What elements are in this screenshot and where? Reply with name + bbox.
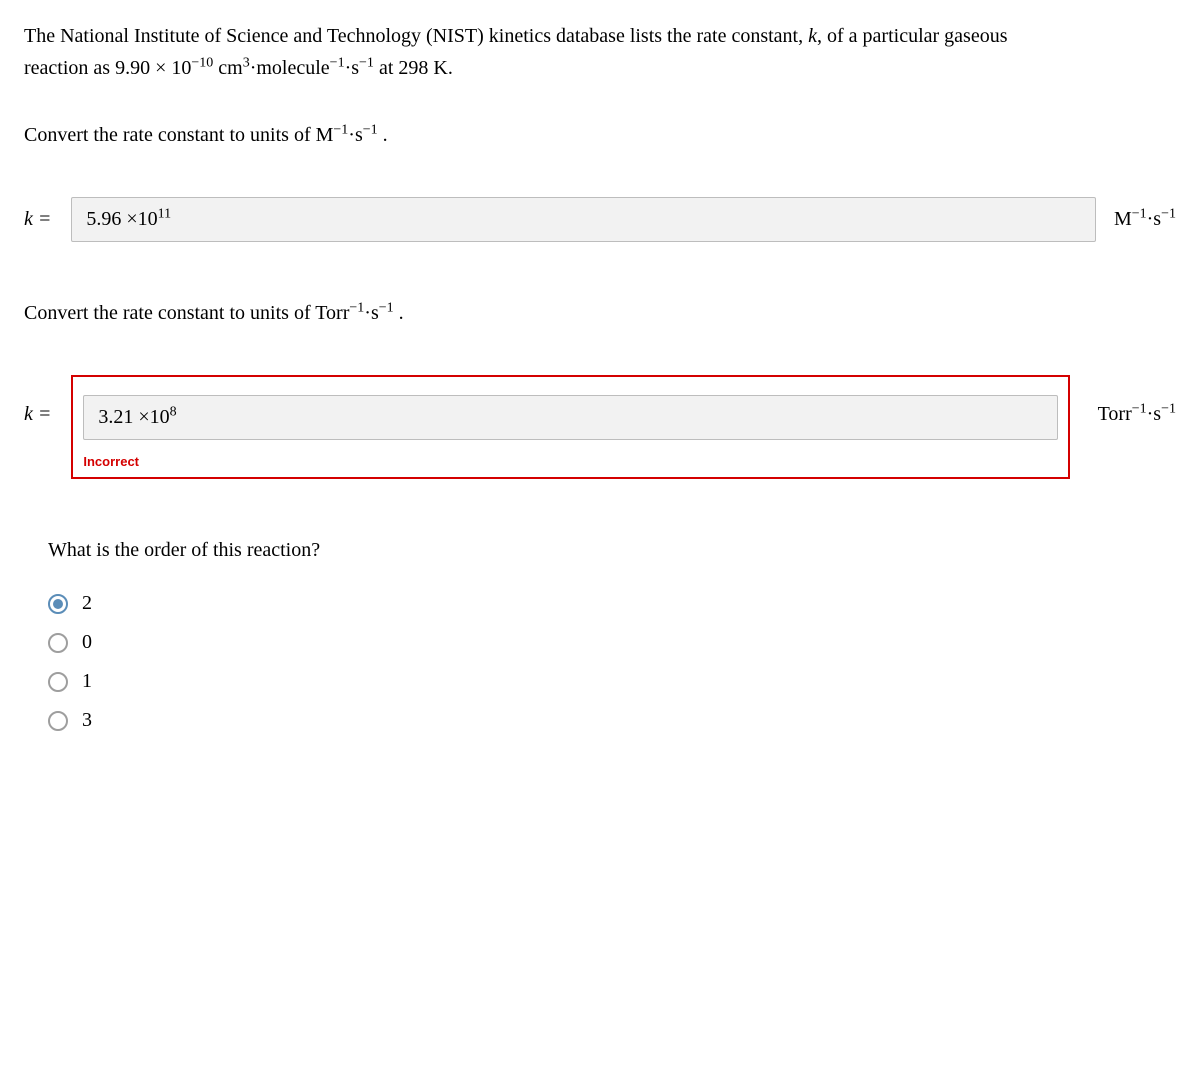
exp: −1 <box>1132 401 1147 416</box>
part1-answer-input[interactable]: 5.96 ×1011 <box>71 197 1096 242</box>
part1-prompt: Convert the rate constant to units of M−… <box>24 124 1176 147</box>
mc-option-3[interactable]: 3 <box>48 709 1176 732</box>
problem-statement: The National Institute of Science and Te… <box>24 20 1176 84</box>
text: at 298 K. <box>374 57 453 79</box>
option-label: 3 <box>82 709 92 732</box>
part1-unit: M−1·s−1 <box>1114 208 1176 231</box>
text: reaction as <box>24 57 115 79</box>
text: The National Institute of Science and Te… <box>24 25 808 47</box>
exp: −1 <box>363 122 378 137</box>
radio-icon[interactable] <box>48 672 68 692</box>
text: . <box>378 124 388 146</box>
exp: −1 <box>349 300 364 315</box>
exp: −10 <box>191 55 213 70</box>
text: ·s <box>364 302 378 324</box>
text: Convert the rate constant to units of M <box>24 124 333 146</box>
mc-option-1[interactable]: 1 <box>48 670 1176 693</box>
part2-unit: Torr−1·s−1 <box>1098 403 1176 426</box>
radio-icon[interactable] <box>48 594 68 614</box>
exp: −1 <box>1132 206 1147 221</box>
exp: −1 <box>333 122 348 137</box>
mc-option-0[interactable]: 0 <box>48 631 1176 654</box>
k-equals-label: k = <box>24 208 51 231</box>
unit: ·s <box>345 57 359 79</box>
mc-options: 2 0 1 3 <box>48 592 1176 732</box>
exp: −1 <box>359 55 374 70</box>
value: 9.90 × 10 <box>115 57 191 79</box>
incorrect-container: 3.21 ×108 Incorrect <box>71 375 1069 479</box>
exp: −1 <box>330 55 345 70</box>
option-label: 2 <box>82 592 92 615</box>
mc-option-2[interactable]: 2 <box>48 592 1176 615</box>
text: . <box>394 302 404 324</box>
option-label: 0 <box>82 631 92 654</box>
radio-icon[interactable] <box>48 711 68 731</box>
text: , of a particular gaseous <box>817 25 1007 47</box>
unit: ·molecule <box>250 57 330 79</box>
option-label: 1 <box>82 670 92 693</box>
exp: −1 <box>1161 206 1176 221</box>
answer-value: 3.21 ×10 <box>98 406 169 428</box>
part2-prompt: Convert the rate constant to units of To… <box>24 302 1176 325</box>
exp: −1 <box>379 300 394 315</box>
part1-answer-row: k = 5.96 ×1011 M−1·s−1 <box>24 197 1176 242</box>
radio-icon[interactable] <box>48 633 68 653</box>
text: ·s <box>348 124 362 146</box>
exp: −1 <box>1161 401 1176 416</box>
unit: M <box>1114 208 1132 230</box>
mc-question: What is the order of this reaction? <box>48 539 1176 562</box>
answer-value: 5.96 ×10 <box>86 208 157 230</box>
answer-exp: 8 <box>170 404 177 419</box>
exp: 3 <box>243 55 250 70</box>
k-variable: k <box>808 25 817 47</box>
text: Convert the rate constant to units of To… <box>24 302 349 324</box>
unit: cm <box>213 57 242 79</box>
incorrect-label: Incorrect <box>83 454 1057 469</box>
unit: ·s <box>1147 208 1161 230</box>
answer-exp: 11 <box>158 206 171 221</box>
unit: Torr <box>1098 403 1132 425</box>
part2-answer-input[interactable]: 3.21 ×108 <box>83 395 1057 440</box>
k-equals-label: k = <box>24 403 51 426</box>
part2-answer-row: k = 3.21 ×108 Incorrect Torr−1·s−1 <box>24 375 1176 539</box>
unit: ·s <box>1147 403 1161 425</box>
